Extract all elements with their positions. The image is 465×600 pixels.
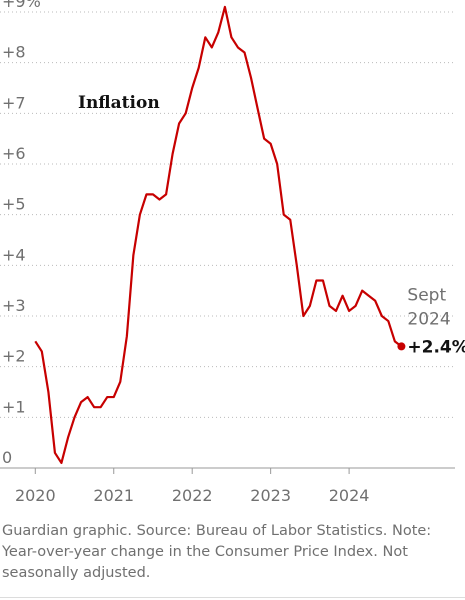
x-tick-label: 2021 — [93, 486, 134, 505]
y-tick-label: +9% — [2, 0, 41, 11]
y-tick-label: 0 — [2, 448, 12, 467]
y-tick-label: +2 — [2, 347, 26, 366]
chart: Inflation 0 +1 +2 +3 +4 +5 +6 +7 +8 +9% 2020 2021 20… — [0, 0, 465, 505]
value-label: +2.4% — [407, 337, 465, 357]
y-tick-label: +6 — [2, 144, 26, 163]
end-dot — [397, 342, 406, 351]
y-tick-label: +7 — [2, 93, 26, 112]
x-tick-label: 2023 — [250, 486, 291, 505]
line — [34, 5, 403, 465]
y-tick-label: +4 — [2, 245, 26, 264]
y-tick-label: +5 — [2, 195, 26, 214]
end-annotation: 2024 — [407, 309, 450, 329]
x-tick-label: 2022 — [172, 486, 213, 505]
x-tick-label: 2024 — [329, 486, 370, 505]
y-tick-label: +1 — [2, 397, 26, 416]
chart-title: Inflation — [78, 93, 160, 113]
y-tick-label: +3 — [2, 296, 26, 315]
source-note: Guardian graphic. Source: Bureau of Labo… — [2, 523, 432, 581]
bottom-rule — [0, 597, 465, 598]
x-tick-label: 2020 — [15, 486, 56, 505]
y-tick-label: +8 — [2, 43, 26, 62]
end-annotation: Sept — [407, 285, 446, 305]
